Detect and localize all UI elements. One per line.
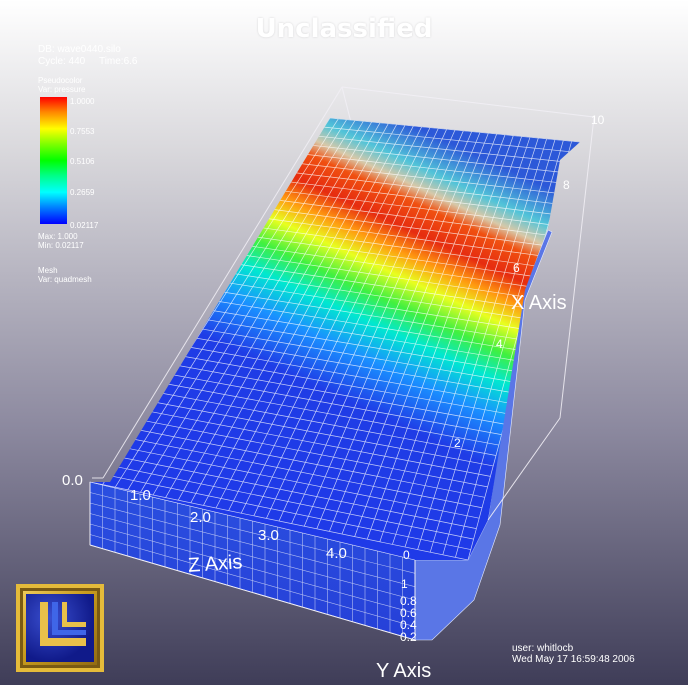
y-axis-title: Y Axis [376, 660, 432, 682]
mesh-line [293, 172, 564, 206]
mesh-line [131, 417, 488, 488]
mesh-line [269, 208, 553, 247]
front-grid-line [89, 502, 416, 587]
mesh-line [107, 454, 477, 529]
y-axis-tick: 0.4 [400, 618, 417, 632]
mesh-line [215, 290, 527, 341]
front-grid-line [89, 523, 416, 614]
front-grid-line [89, 534, 416, 627]
mesh-line [113, 445, 480, 519]
logo-mark-icon [40, 602, 86, 646]
database-name: DB: wave0440.silo [38, 44, 121, 55]
mesh-line [197, 317, 519, 373]
front-face-grid [89, 481, 416, 641]
legend-tick-label: 0.02117 [70, 221, 99, 230]
y-axis-tick: 0.8 [400, 594, 417, 608]
mesh-line [95, 472, 471, 550]
mesh-line [245, 245, 541, 289]
front-grid-line [89, 492, 416, 574]
z-axis-tick: 3.0 [258, 527, 279, 544]
mesh-line [239, 254, 539, 300]
mesh-line [281, 190, 558, 226]
legend-variable: Var: pressure [38, 85, 86, 94]
x-axis-title: X Axis [511, 292, 567, 314]
mesh-line [209, 299, 525, 352]
mesh-line [101, 463, 474, 540]
mesh-line [323, 126, 578, 153]
legend-tick-label: 0.5106 [70, 157, 95, 166]
mesh-line [299, 163, 567, 195]
legend-tick-label: 1.0000 [70, 97, 95, 106]
mesh-line [287, 181, 561, 216]
mesh-line [275, 199, 555, 237]
x-axis-tick: 2 [454, 436, 461, 450]
mesh-line [137, 408, 491, 477]
front-grid-line [89, 481, 416, 561]
z-axis-tick: 4.0 [326, 545, 347, 562]
mesh-line [179, 345, 511, 404]
mesh-plot-type: Mesh [38, 266, 58, 275]
user-info: user: whitlocb Wed May 17 16:59:48 2006 [512, 643, 635, 665]
legend-max: Max: 1.000 [38, 232, 78, 241]
mesh-line [90, 481, 469, 560]
mesh-line [317, 135, 575, 164]
llnl-logo [16, 584, 104, 672]
y-axis-tick: 0.2 [400, 630, 417, 644]
mesh-line [257, 226, 547, 268]
mesh-line [155, 381, 499, 446]
mesh-line [329, 118, 580, 143]
pressure-surface [90, 118, 580, 560]
bounding-box-front [89, 417, 561, 641]
mesh-line [311, 144, 572, 174]
classification-banner: Unclassified [255, 14, 433, 44]
x-axis-tick: 4 [496, 337, 503, 351]
mesh-line [167, 363, 505, 425]
x-axis-tick: 8 [563, 178, 570, 192]
z-axis-tick: 1.0 [130, 487, 151, 504]
mesh-variable: Var: quadmesh [38, 275, 92, 284]
mesh-line [227, 272, 533, 320]
pseudocolor-legend[interactable]: Pseudocolor Var: pressure 1.0000 0.7553 … [38, 76, 148, 291]
mesh-line [263, 217, 550, 258]
x-axis-tick: 6 [513, 261, 520, 275]
mesh-legend[interactable]: Mesh Var: quadmesh [38, 266, 92, 284]
y-axis-tick: 1 [401, 577, 408, 591]
mesh-line [143, 399, 494, 467]
mesh-line [185, 336, 513, 394]
user-name: user: whitlocb [512, 643, 574, 654]
mesh-line [173, 354, 508, 415]
mesh-line [221, 281, 530, 331]
mesh-line [305, 154, 569, 185]
z-axis-title: Z Axis [187, 551, 244, 577]
legend-color-bar [40, 97, 67, 224]
mesh-line [119, 436, 483, 509]
legend-min: Min: 0.02117 [38, 241, 84, 250]
mesh-line [203, 308, 522, 362]
front-grid-line [89, 513, 416, 601]
mesh-line [191, 326, 516, 383]
logo-emblem [26, 594, 94, 662]
z-axis-tick: 0.0 [62, 472, 83, 489]
mesh-line [149, 390, 497, 456]
cycle-time: Cycle: 440 Time:6.6 [38, 56, 138, 67]
mesh-line [125, 427, 485, 498]
mesh-line [233, 263, 536, 310]
legend-tick-label: 0.7553 [70, 127, 95, 136]
database-info: DB: wave0440.silo Cycle: 440 Time:6.6 [38, 44, 138, 68]
legend-plot-type: Pseudocolor [38, 76, 83, 85]
mesh-line [161, 372, 502, 435]
bounding-box [92, 86, 595, 479]
mesh-line [251, 235, 544, 279]
y-axis-tick: 0.6 [400, 606, 417, 620]
legend-tick-label: 0.2659 [70, 188, 95, 197]
render-date: Wed May 17 16:59:48 2006 [512, 654, 635, 665]
y-axis-tick: 0 [403, 548, 410, 562]
z-axis-tick: 2.0 [190, 509, 211, 526]
x-axis-tick: 10 [591, 113, 605, 127]
